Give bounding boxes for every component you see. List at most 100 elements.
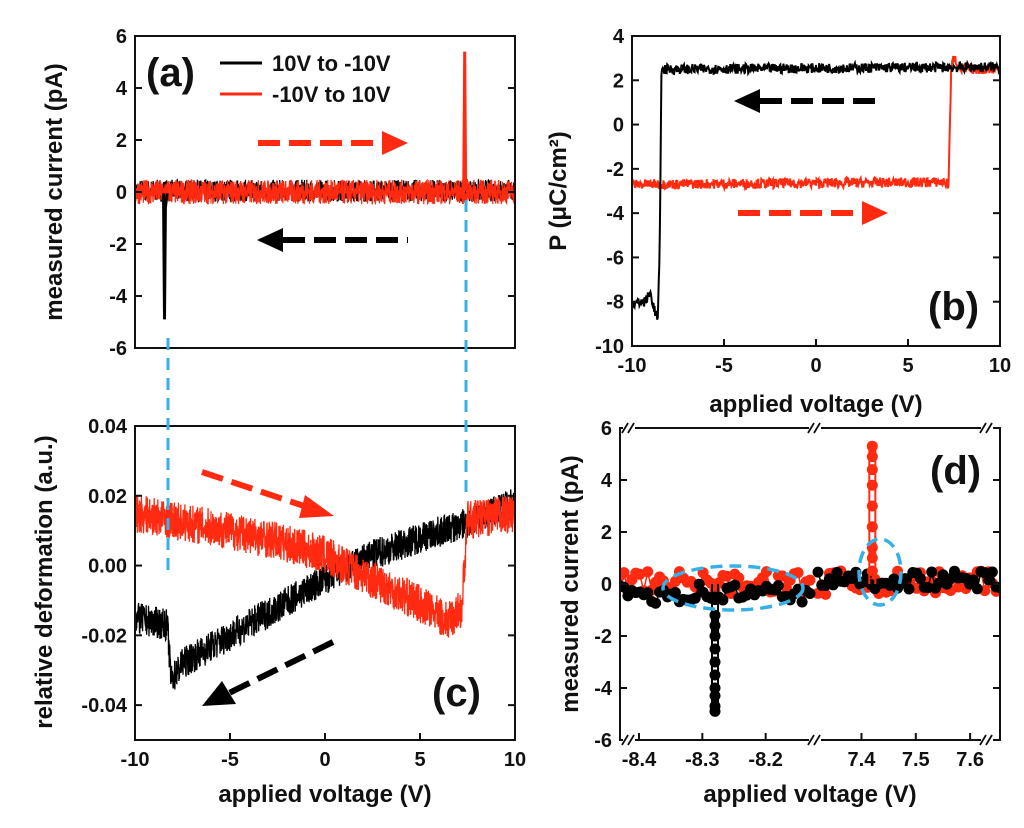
series-black-point <box>709 594 721 606</box>
series-red-point <box>866 451 878 463</box>
panel-c-traces <box>135 489 515 690</box>
series-black-point <box>689 592 701 604</box>
panel-d-x-ticks: -8.4 -8.3 -8.2 7.4 7.5 7.6 <box>622 733 984 771</box>
axis-break-mark <box>627 734 635 746</box>
panel-d: -6 -4 -2 0 2 4 6 -8.4 -8.3 -8.2 7.4 7.5 7.6 (d) mea… <box>557 418 1001 808</box>
x-tick-label: 5 <box>414 749 425 771</box>
series-red-point <box>866 521 878 533</box>
series-black-point <box>709 620 721 632</box>
y-tick-label: 0 <box>601 574 612 596</box>
series-red-point <box>866 500 878 512</box>
y-tick-label: 0.00 <box>88 556 127 578</box>
x-tick-label: 0 <box>319 749 330 771</box>
y-tick-label: -4 <box>109 286 128 308</box>
series-red-point <box>820 588 832 600</box>
panel-c: -0.04 -0.02 0.00 0.02 0.04 -10 -5 0 5 10 (c) rel… <box>31 416 526 808</box>
x-tick-label: 10 <box>504 749 526 771</box>
x-tick-label: 7.4 <box>848 749 877 771</box>
series-black-point <box>903 583 915 595</box>
panel-b-arrow-red <box>738 201 888 225</box>
axis-break-mark <box>985 734 993 746</box>
series-black-line <box>135 489 515 690</box>
axis-break-gap <box>809 424 821 432</box>
series-red-point <box>804 574 816 586</box>
y-tick-label: 0 <box>116 182 127 204</box>
panel-a-arrow-red <box>258 131 408 155</box>
panel-b-arrow-black <box>734 89 884 113</box>
series-black-point <box>729 579 741 591</box>
series-red-point <box>620 567 630 579</box>
y-tick-label: -0.04 <box>81 695 127 717</box>
x-tick-label: 10 <box>989 355 1011 377</box>
panel-d-axis-breaks <box>621 422 993 746</box>
series-red-point <box>866 440 878 452</box>
x-tick-label: -10 <box>618 355 647 377</box>
panel-c-y-ticks: -0.04 -0.02 0.00 0.02 0.04 <box>81 416 515 717</box>
panel-c-arrow-black <box>202 639 335 706</box>
axis-break-mark <box>627 422 635 434</box>
guide-lines <box>166 200 468 576</box>
series-black-point <box>650 597 662 609</box>
panel-d-label: (d) <box>930 449 981 493</box>
series-black-point <box>772 580 784 592</box>
series-black-point <box>709 630 721 642</box>
x-tick-label: 7.6 <box>956 749 984 771</box>
panel-d-y-axis-label: measured current (pA) <box>557 455 584 712</box>
y-tick-label: 4 <box>601 470 613 492</box>
panel-d-highlights <box>661 537 903 612</box>
series-black-line <box>632 59 1000 320</box>
x-tick-label: -5 <box>221 749 239 771</box>
panel-b-label: (b) <box>928 285 979 329</box>
y-tick-label: 4 <box>613 26 625 48</box>
y-tick-label: -10 <box>595 336 624 358</box>
x-tick-label: -10 <box>121 749 150 771</box>
axis-break-mark <box>813 422 821 434</box>
panel-c-x-ticks: -10 -5 0 5 10 <box>121 733 526 771</box>
axis-break-mark <box>813 734 821 746</box>
series-red-line <box>632 55 1000 193</box>
y-tick-label: -6 <box>606 247 624 269</box>
panel-d-x-axis-label: applied voltage (V) <box>703 781 916 808</box>
series-black-point <box>709 669 721 681</box>
panel-b-x-axis-label: applied voltage (V) <box>709 391 922 418</box>
panel-c-label: (c) <box>432 671 481 715</box>
axis-break-mark <box>979 734 987 746</box>
series-black-point <box>709 705 721 717</box>
axis-break-mark <box>979 422 987 434</box>
series-black-point <box>971 583 983 595</box>
series-black-point <box>709 690 721 702</box>
series-red-point <box>866 464 878 476</box>
y-tick-label: -8 <box>606 292 624 314</box>
y-tick-label: 0.02 <box>88 486 127 508</box>
series-black-point <box>709 656 721 668</box>
y-tick-label: -2 <box>109 234 127 256</box>
panel-c-x-axis-label: applied voltage (V) <box>218 781 431 808</box>
panel-a-label: (a) <box>146 51 195 95</box>
x-tick-label: 7.5 <box>902 749 930 771</box>
axis-break-gap <box>809 736 821 744</box>
series-black-point <box>709 643 721 655</box>
series-black-point <box>796 596 808 608</box>
y-tick-label: 0.04 <box>88 416 128 438</box>
y-tick-label: -6 <box>109 338 127 360</box>
panel-a-legend: 10V to -10V -10V to 10V <box>220 51 391 107</box>
x-tick-label: -8.3 <box>685 749 719 771</box>
y-tick-label: 2 <box>116 130 127 152</box>
axis-break-mark <box>985 422 993 434</box>
series-red-point <box>866 552 878 564</box>
y-tick-label: 0 <box>613 115 624 137</box>
series-black-point <box>717 594 729 606</box>
series-black-point <box>642 587 654 599</box>
series-black-point <box>669 587 681 598</box>
series-red-spike <box>135 51 515 194</box>
panel-a-arrow-black <box>257 228 408 252</box>
panel-a-y-axis-label: measured current (pA) <box>41 63 68 320</box>
series-red-point <box>866 565 878 577</box>
x-tick-label: -8.2 <box>748 749 782 771</box>
y-tick-label: -0.02 <box>81 625 127 647</box>
y-tick-label: -2 <box>594 626 612 648</box>
series-black-point <box>986 566 998 578</box>
legend-entry-black: 10V to -10V <box>272 51 391 76</box>
